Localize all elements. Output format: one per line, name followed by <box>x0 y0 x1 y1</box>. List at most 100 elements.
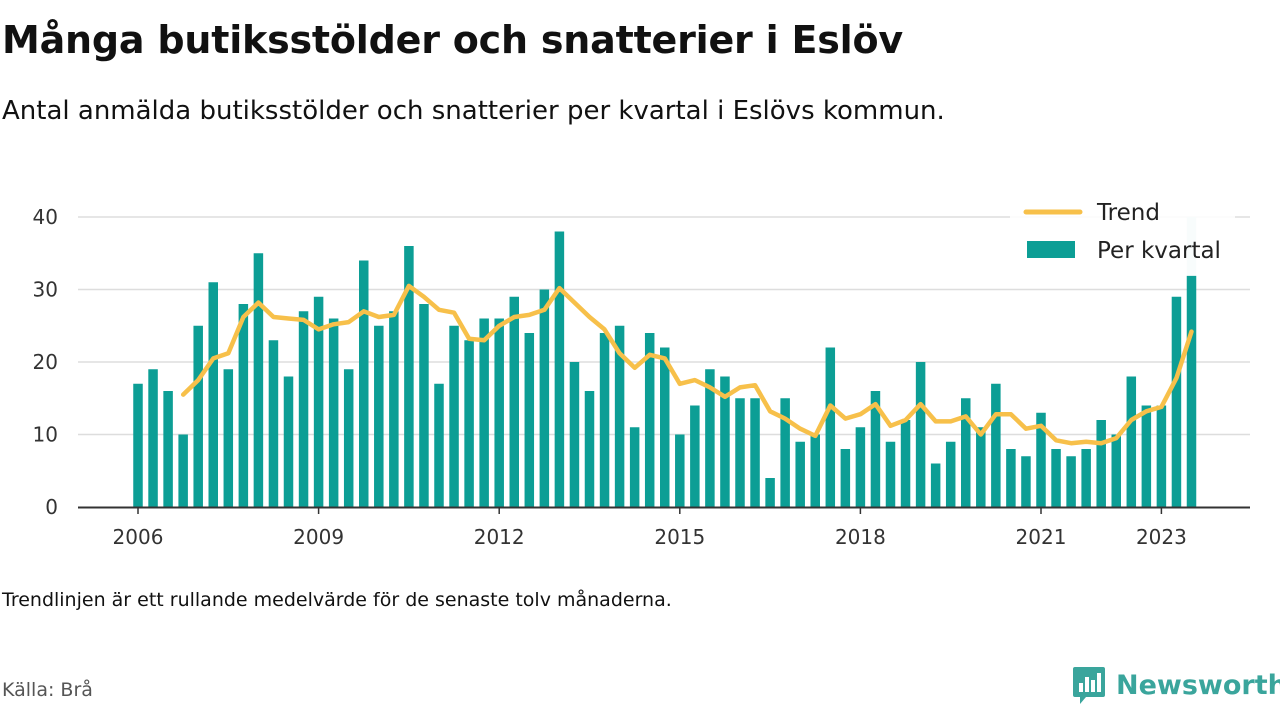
bar <box>253 253 264 507</box>
trend-line <box>180 283 1194 446</box>
legend-trend-label: Trend <box>1096 200 1160 226</box>
bar <box>870 391 881 507</box>
bar <box>675 434 685 507</box>
bar <box>389 311 399 507</box>
brand-name: Newsworthy <box>1116 669 1280 701</box>
bar <box>343 369 354 507</box>
bar <box>644 333 655 507</box>
x-tick-label: 2018 <box>835 525 886 549</box>
bar <box>1066 456 1076 507</box>
y-tick-label: 10 <box>33 423 58 447</box>
y-tick-label: 20 <box>33 350 58 374</box>
bar <box>178 434 188 507</box>
x-tick-label: 2015 <box>654 525 705 549</box>
bar <box>479 318 489 507</box>
trend-series <box>180 283 1194 446</box>
bar <box>554 231 565 507</box>
y-tick-label: 40 <box>33 205 58 229</box>
bar <box>705 369 715 507</box>
chart-title: Många butiksstölder och snatterier i Esl… <box>2 18 903 62</box>
bar <box>810 434 820 507</box>
bar <box>163 391 173 507</box>
x-tick-label: 2009 <box>293 525 344 549</box>
bar <box>599 333 610 507</box>
chart-area: 0 10 20 30 40 2006 2009 2012 2015 2018 2021 2023 T… <box>33 198 1250 549</box>
chart-subtitle: Antal anmälda butiksstölder och snatteri… <box>2 96 945 126</box>
bar <box>524 333 535 507</box>
bar <box>313 296 324 507</box>
bar <box>148 369 158 507</box>
legend-bar-swatch <box>1027 241 1075 258</box>
bar <box>494 318 504 507</box>
bar <box>614 325 625 507</box>
bar <box>419 304 429 507</box>
bar <box>1036 412 1046 507</box>
bar <box>765 478 775 507</box>
footnote: Trendlinjen är ett rullande medelvärde f… <box>2 589 672 611</box>
bar <box>464 340 474 507</box>
bar <box>1171 296 1182 507</box>
bar <box>328 318 339 507</box>
x-axis: 2006 2009 2012 2015 2018 2021 2023 <box>78 506 1250 549</box>
bar <box>900 420 911 507</box>
bar <box>930 463 941 507</box>
bar <box>449 325 459 507</box>
bar <box>584 391 595 507</box>
bar <box>1111 434 1121 507</box>
bar <box>539 289 550 507</box>
bar <box>629 427 640 507</box>
bar <box>359 260 369 507</box>
bar <box>750 398 760 507</box>
source-note: Källa: Brå <box>2 679 93 701</box>
x-tick-label: 2021 <box>1016 525 1067 549</box>
bar <box>509 296 519 507</box>
y-tick-label: 30 <box>33 278 58 302</box>
bar <box>1081 449 1091 507</box>
bar <box>434 383 444 507</box>
bar <box>660 347 670 507</box>
bar <box>1186 275 1197 507</box>
brand-logo: Newsworthy <box>1072 664 1280 706</box>
bar <box>1126 376 1137 507</box>
bar <box>795 441 805 507</box>
bar <box>991 383 1001 507</box>
bar <box>825 347 836 507</box>
bar <box>268 340 279 507</box>
bar <box>976 427 986 507</box>
bar <box>1096 420 1106 507</box>
bar <box>133 383 143 507</box>
bar <box>208 282 218 507</box>
bar <box>735 398 745 507</box>
bar <box>961 398 971 507</box>
bar <box>404 246 414 507</box>
bar-chart-speech-bubble-icon <box>1073 667 1105 704</box>
bar <box>1156 405 1167 507</box>
bar <box>1141 405 1152 507</box>
bar <box>1006 449 1016 507</box>
x-tick-label: 2006 <box>113 525 164 549</box>
y-tick-label: 0 <box>45 495 58 519</box>
bar <box>885 441 896 507</box>
bar <box>720 376 730 507</box>
bar <box>780 398 790 507</box>
bar <box>298 311 309 507</box>
bar <box>855 427 866 507</box>
bar <box>223 369 234 507</box>
bar <box>690 405 700 507</box>
legend-bar-label: Per kvartal <box>1097 238 1221 264</box>
bar <box>1021 456 1031 507</box>
legend: Trend Per kvartal <box>1010 198 1235 276</box>
bar <box>840 449 851 507</box>
y-axis: 0 10 20 30 40 <box>33 205 58 519</box>
x-tick-label: 2023 <box>1136 525 1187 549</box>
bar <box>569 362 580 507</box>
bar-series <box>133 217 1197 507</box>
bar <box>915 362 926 507</box>
bar <box>283 376 294 507</box>
bar <box>193 325 203 507</box>
bar <box>1051 449 1061 507</box>
bar <box>238 304 249 507</box>
bar <box>945 441 956 507</box>
bar <box>374 325 384 507</box>
x-tick-label: 2012 <box>474 525 525 549</box>
